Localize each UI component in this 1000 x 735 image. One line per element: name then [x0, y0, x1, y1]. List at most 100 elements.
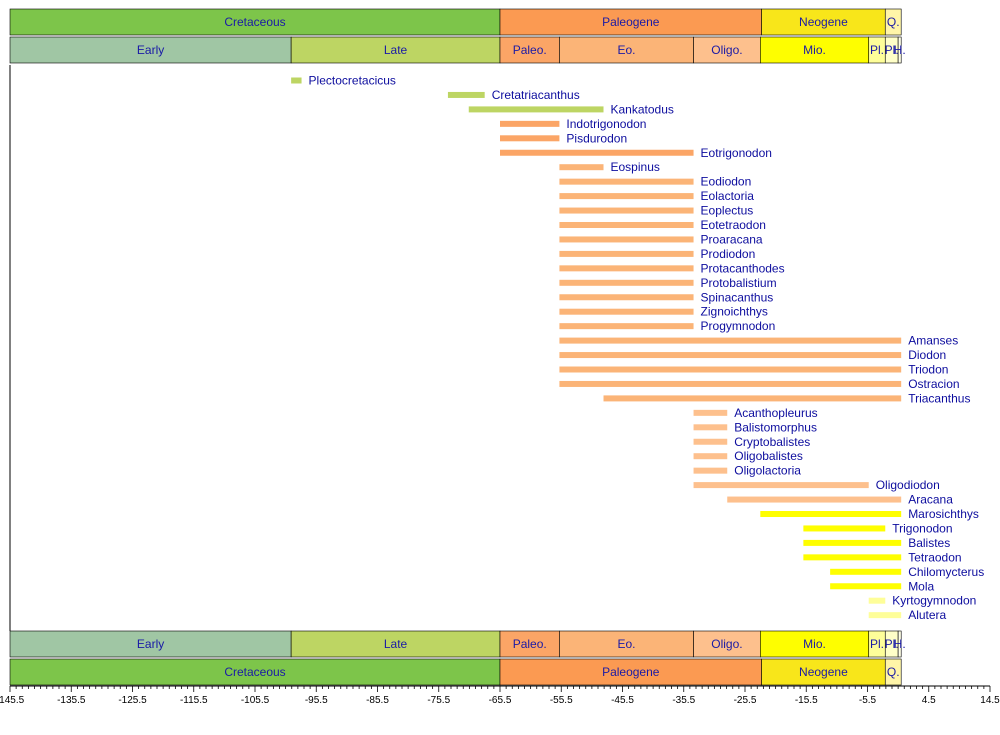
tick-label: -115.5 — [180, 695, 208, 706]
range-bar — [559, 380, 902, 387]
tick-label: -145.5 — [0, 695, 25, 706]
period-cell — [9, 8, 501, 36]
taxon-label: Kyrtogymnodon — [892, 594, 976, 608]
taxon-label: Balistomorphus — [734, 420, 817, 434]
taxon-label: Marosichthys — [908, 507, 979, 521]
period-label: Cretaceous — [224, 15, 285, 29]
epoch-label: Eo. — [617, 43, 635, 57]
taxon-label: Eoplectus — [701, 204, 754, 218]
taxon-label: Mola — [908, 579, 934, 593]
range-bar — [559, 323, 694, 330]
taxon-label: Eospinus — [611, 160, 660, 174]
epoch-cell — [9, 630, 292, 658]
taxon-label: Tetraodon — [908, 550, 961, 564]
period-label: Cretaceous — [224, 665, 285, 679]
epoch-label: H. — [894, 637, 906, 651]
taxon-label: Eodiodon — [701, 175, 752, 189]
tick-label: -125.5 — [118, 695, 147, 706]
epoch-label: Pl. — [885, 637, 899, 651]
bottom-epoch-band: Early Late Paleo. Eo. Oligo. Mio. Pl. Pl.H. — [9, 630, 906, 658]
taxon-label: Protobalistium — [701, 276, 777, 290]
period-cell — [499, 8, 762, 36]
tick-label: -45.5 — [611, 695, 634, 706]
taxon-label: Oligolactoria — [734, 464, 801, 478]
epoch-cell — [499, 36, 560, 64]
taxon-label: Pisdurodon — [566, 131, 627, 145]
epoch-label: Mio. — [803, 43, 826, 57]
taxon-label: Eotetraodon — [701, 218, 766, 232]
taxon-label: Eotrigonodon — [701, 146, 772, 160]
range-bar — [500, 149, 694, 156]
tick-label: -95.5 — [305, 695, 328, 706]
epoch-label: Late — [384, 637, 408, 651]
period-cell — [499, 658, 762, 686]
range-bar — [500, 135, 560, 142]
range-bar — [559, 279, 694, 286]
period-label: Neogene — [799, 665, 848, 679]
taxon-label: Aracana — [908, 493, 953, 507]
epoch-cell — [9, 36, 292, 64]
taxon-label: Amanses — [908, 334, 958, 348]
taxon-label: Zignoichthys — [701, 305, 768, 319]
tick-label: 4.5 — [922, 695, 936, 706]
period-cell — [884, 8, 902, 36]
taxon-label: Ostracion — [908, 377, 959, 391]
tick-label: -65.5 — [489, 695, 512, 706]
range-bar — [559, 207, 694, 214]
taxon-label: Spinacanthus — [701, 290, 774, 304]
range-bar — [868, 597, 886, 604]
taxon-label: Alutera — [908, 608, 946, 622]
epoch-label: Oligo. — [711, 637, 742, 651]
range-bar — [868, 612, 902, 619]
taxon-label: Acanthopleurus — [734, 406, 817, 420]
bottom-period-band: Cretaceous Paleogene Neogene Q. — [9, 658, 902, 686]
epoch-cell — [897, 630, 902, 658]
epoch-label: H. — [894, 43, 906, 57]
taxon-label: Oligodiodon — [876, 478, 940, 492]
tick-label: -85.5 — [366, 695, 389, 706]
range-bar — [760, 511, 902, 517]
range-bar — [830, 583, 902, 590]
range-bar — [559, 178, 694, 185]
range-bar — [693, 424, 728, 431]
range-bar — [559, 193, 694, 200]
epoch-label: Pl. — [870, 43, 884, 57]
period-cell — [884, 658, 902, 686]
taxon-label: Cretatriacanthus — [492, 88, 580, 102]
range-bar — [803, 539, 902, 546]
range-bar — [727, 496, 902, 503]
epoch-cell — [693, 36, 761, 64]
range-bar — [603, 395, 902, 402]
epoch-cell — [897, 36, 902, 64]
tick-label: -5.5 — [859, 695, 877, 706]
epoch-label: Late — [384, 43, 408, 57]
range-bar — [803, 525, 886, 532]
range-bar — [559, 352, 902, 359]
taxon-ranges: Plectocretacicus Cretatriacanthus Kankatod… — [291, 74, 984, 622]
taxon-label: Indotrigonodon — [566, 117, 646, 131]
tick-label: -55.5 — [550, 695, 573, 706]
epoch-label: Oligo. — [711, 43, 742, 57]
tick-label: -135.5 — [57, 695, 86, 706]
range-bar — [693, 438, 728, 445]
tick-label: -15.5 — [795, 695, 818, 706]
epoch-cell — [290, 36, 501, 64]
range-bar — [559, 337, 902, 344]
range-bar — [830, 568, 902, 575]
taxon-label: Diodon — [908, 348, 946, 362]
taxon-label: Prodiodon — [701, 247, 756, 261]
taxon-label: Plectocretacicus — [309, 74, 396, 88]
epoch-label: Pl. — [870, 637, 884, 651]
taxon-label: Oligobalistes — [734, 449, 803, 463]
taxon-label: Progymnodon — [701, 319, 776, 333]
epoch-cell — [693, 630, 761, 658]
taxon-label: Eolactoria — [701, 189, 755, 203]
range-bar — [693, 409, 728, 416]
epoch-label: Paleo. — [513, 637, 547, 651]
taxon-label: Cryptobalistes — [734, 435, 810, 449]
range-bar — [803, 554, 902, 561]
epoch-cell — [559, 36, 694, 64]
range-bar — [559, 366, 902, 373]
tick-label: -35.5 — [672, 695, 695, 706]
epoch-cell — [760, 36, 870, 64]
